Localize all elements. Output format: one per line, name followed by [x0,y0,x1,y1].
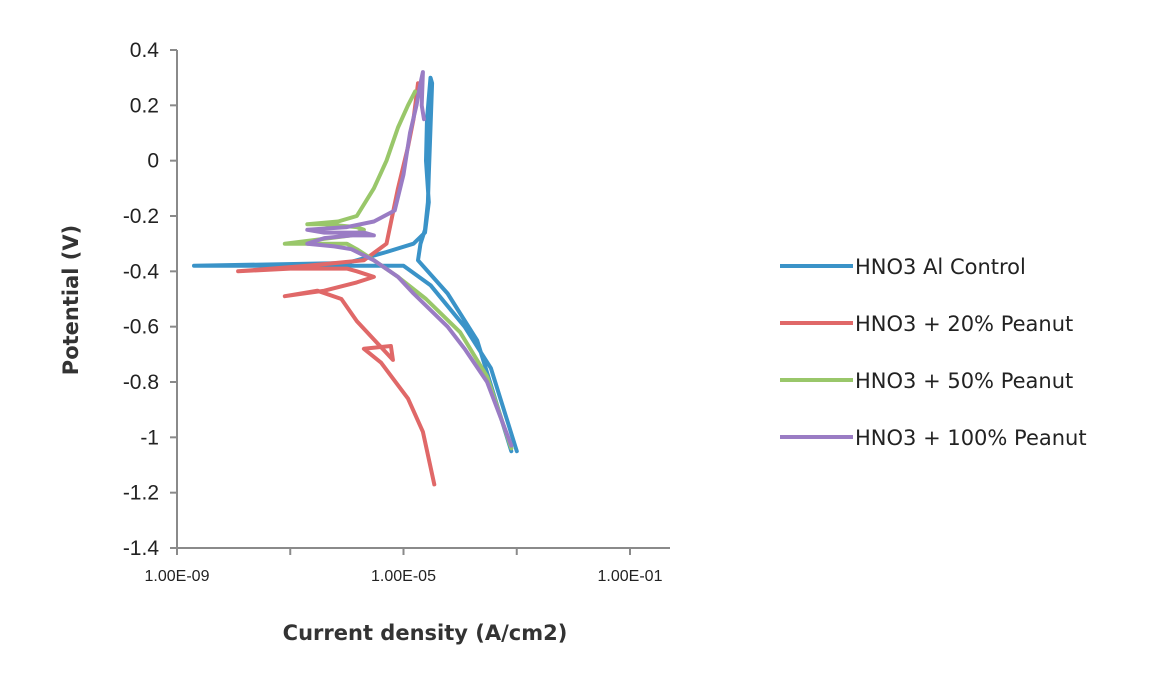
x-ticks: 1.00E-09 1.00E-05 1.00E-01 [145,548,663,585]
y-tick-label: 0.4 [130,39,160,62]
x-tick-label: 1.00E-01 [598,568,663,585]
x-axis-title: Current density (A/cm2) [283,621,568,645]
y-tick-label: 0.2 [130,94,159,117]
y-tick-label: -0.8 [123,371,159,394]
legend-label: HNO3 Al Control [855,255,1026,279]
series-line-2 [236,81,437,487]
series-line-1 [192,75,519,454]
y-tick-label: 0 [147,150,159,173]
y-ticks: 0.4 0.2 0 -0.2 -0.4 -0.6 -0.8 -1 -1.2 -1.4 [123,39,177,560]
y-tick-label: -1.2 [123,482,159,505]
legend-label: HNO3 + 50% Peanut [855,369,1073,393]
y-axis-title: Potential (V) [59,225,83,375]
plot-area: 0.4 0.2 0 -0.2 -0.4 -0.6 -0.8 -1 -1.2 -1.4 1.00E-… [123,39,670,585]
series-line-4 [305,70,514,448]
y-tick-label: -0.4 [123,260,160,283]
y-tick-label: -0.6 [123,316,159,339]
series-group [192,70,519,487]
legend-label: HNO3 + 20% Peanut [855,312,1073,336]
y-tick-label: -0.2 [123,205,159,228]
y-tick-label: -1 [140,426,159,449]
x-tick-label: 1.00E-09 [145,568,210,585]
y-tick-label: -1.4 [123,537,160,560]
legend-label: HNO3 + 100% Peanut [855,426,1087,450]
x-tick-label: 1.00E-05 [371,568,436,585]
legend: HNO3 Al Control HNO3 + 20% Peanut HNO3 + 5… [780,255,1087,450]
